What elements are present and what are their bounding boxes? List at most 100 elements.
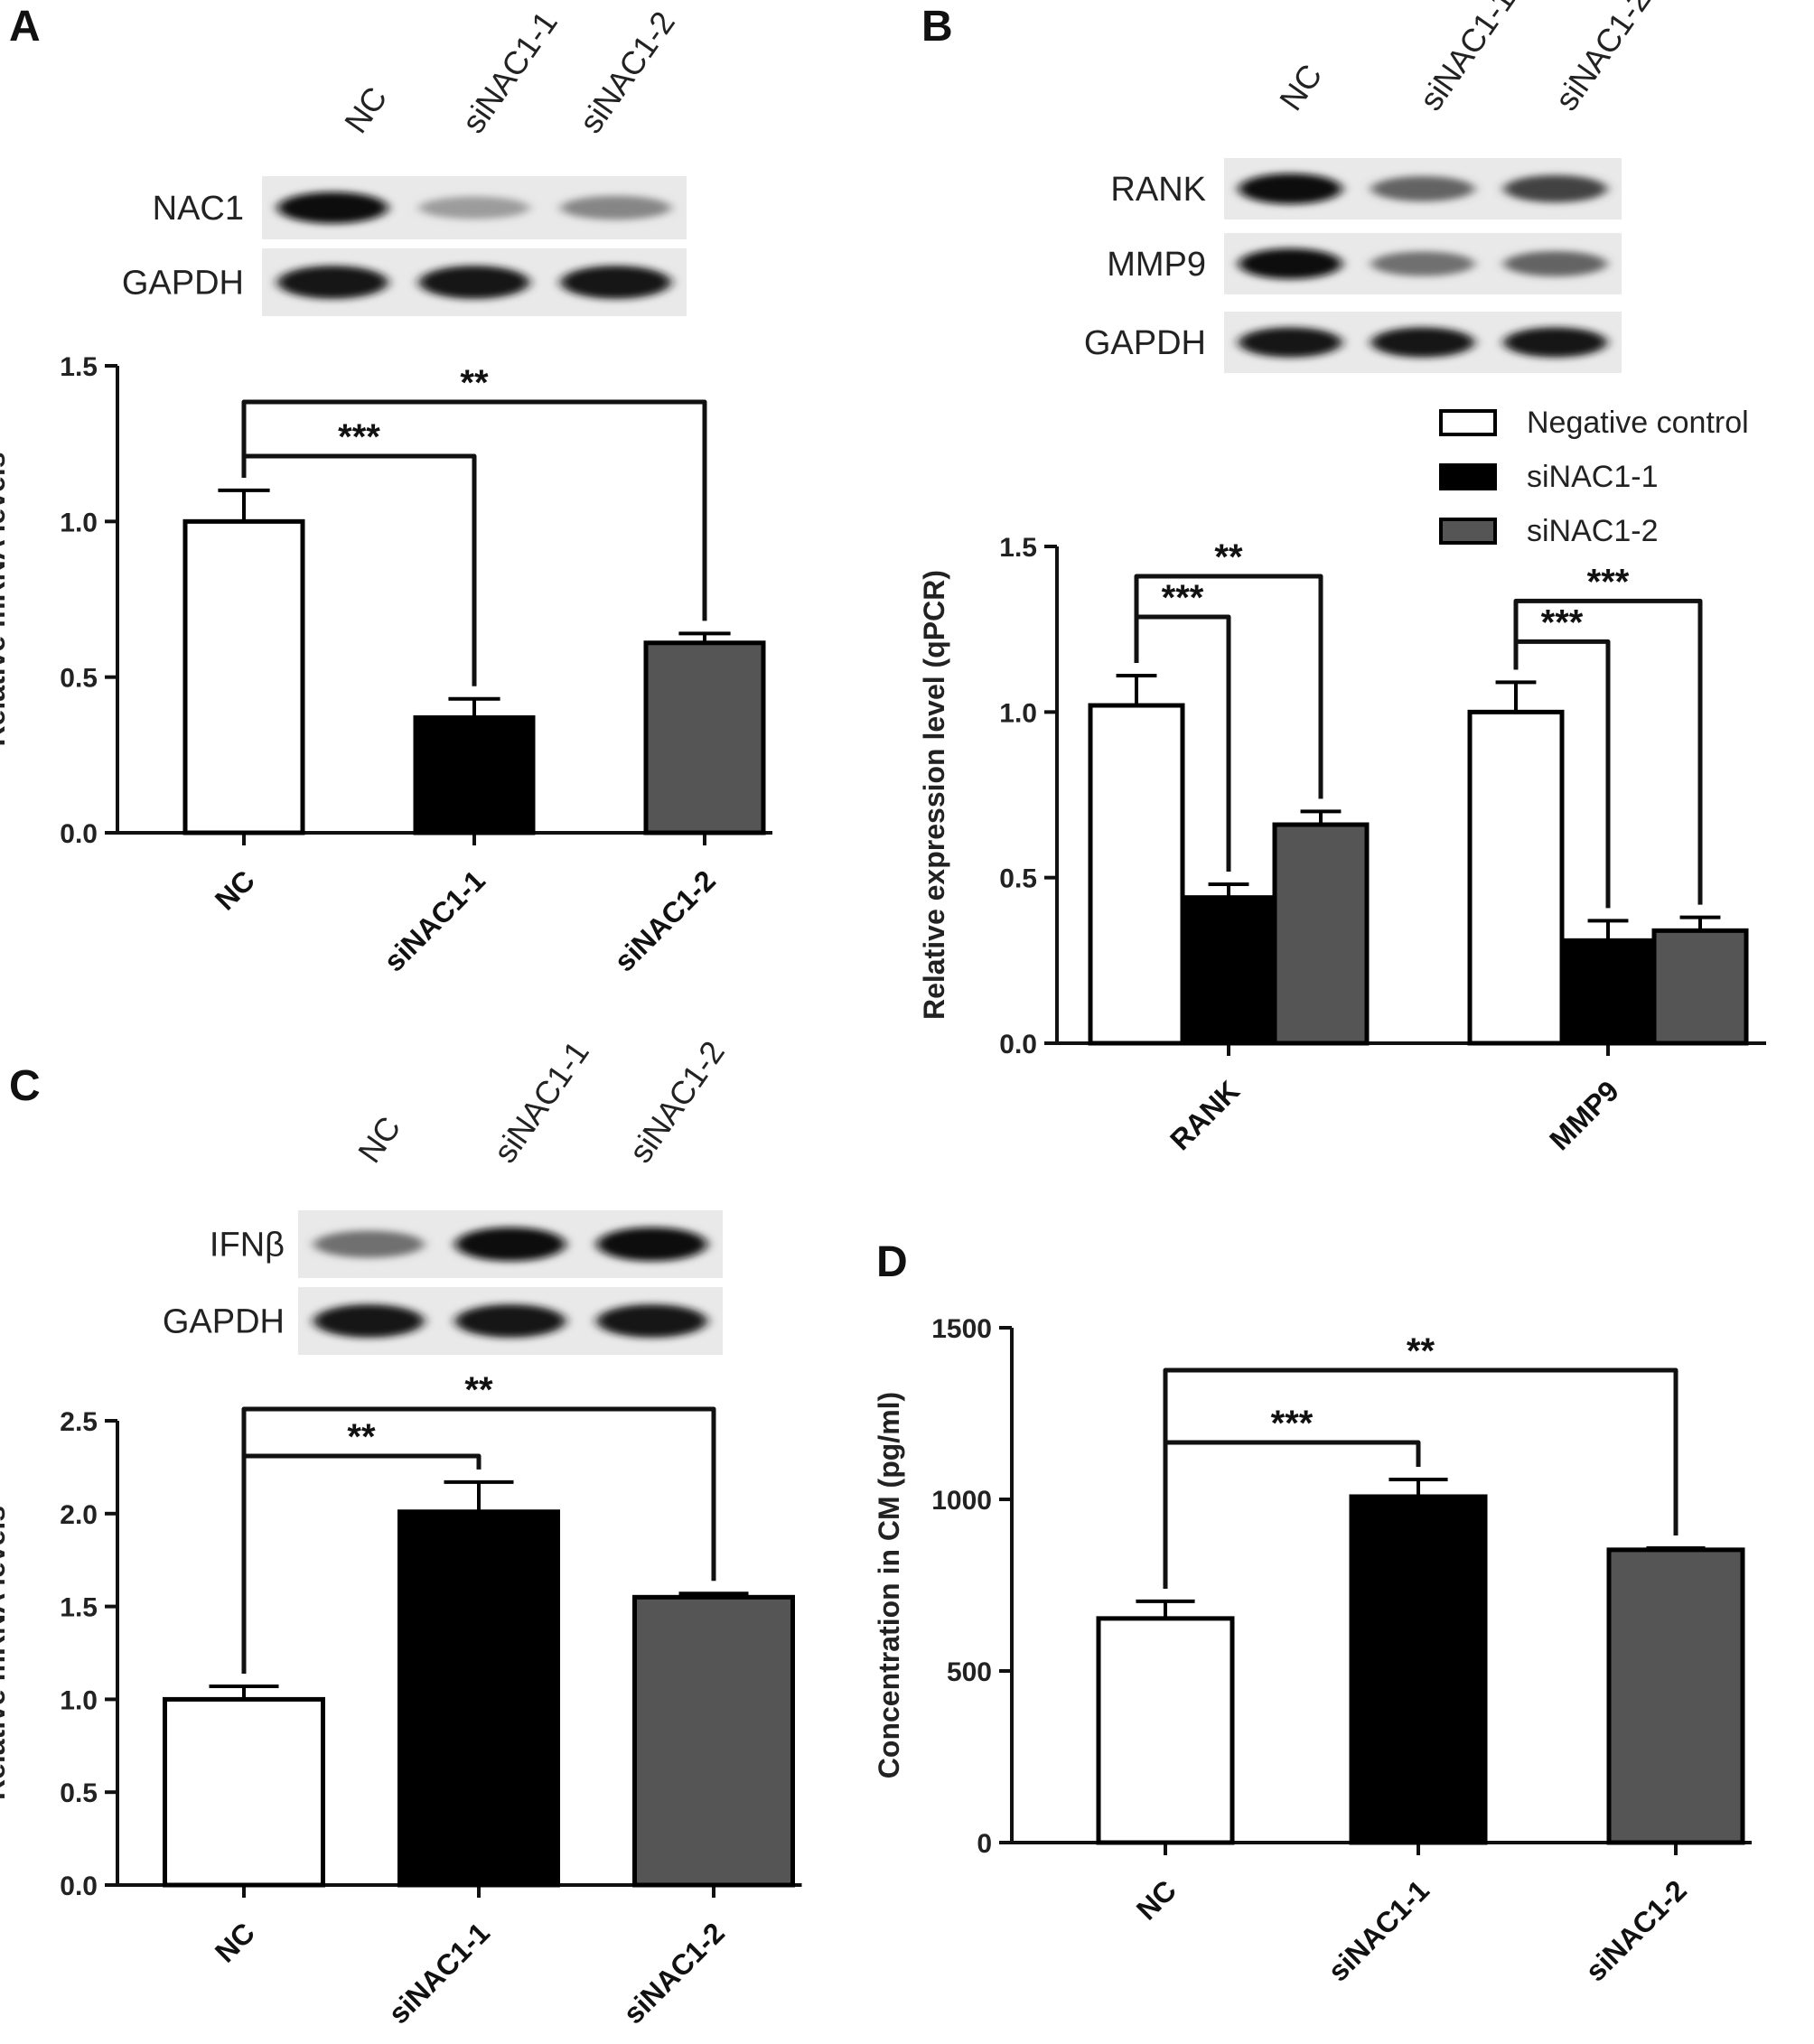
legend-swatch [1439, 409, 1497, 436]
panel-letter-C: C [9, 1062, 41, 1110]
blot-label-GAPDH: GAPDH [122, 265, 244, 303]
bar [643, 640, 766, 835]
blot-band [313, 1230, 425, 1258]
category-label: siNAC1-1 [378, 863, 491, 977]
blot-label-IFNb: IFNβ [210, 1227, 285, 1265]
chart-B: 0.0 0.5 1.0 1.5 Relative expression level (q… [918, 533, 1766, 1156]
bar [1180, 895, 1277, 1046]
significance-bracket [1163, 1367, 1678, 1589]
chart-A: 0.0 0.5 1.0 1.5 Relative mRNA levels NC siNAC1… [0, 352, 772, 978]
lane-label: NC [351, 1109, 407, 1169]
blot-band [1370, 251, 1475, 276]
lane-label: siNAC1-1 [1412, 0, 1522, 117]
significance-label: *** [1271, 1404, 1314, 1443]
significance-bracket [1513, 598, 1703, 905]
chart-C: 0.0 0.5 1.0 1.5 2.0 2.5 Relative mRNA levels NC… [0, 1370, 802, 2030]
significance-label: ** [460, 363, 489, 403]
category-label: MMP9 [1543, 1074, 1625, 1156]
significance-label: ** [464, 1370, 493, 1410]
y-axis-title: Relative mRNA levels [0, 1506, 11, 1800]
panel-letter-A: A [9, 3, 41, 51]
blot-band [596, 1304, 707, 1338]
western-blot-C: NC siNAC1-1 siNAC1-2 IFNβ GAPDH [163, 1034, 732, 1355]
lane-label: siNAC1-2 [622, 1034, 732, 1170]
y-tick-label: 0.0 [60, 819, 98, 849]
y-tick-label: 0.5 [999, 864, 1037, 894]
y-tick-label: 0.5 [60, 664, 98, 694]
blot-band [1239, 327, 1342, 358]
y-tick-label: 0 [977, 1829, 992, 1859]
bar [163, 1696, 325, 1888]
bar [1349, 1494, 1488, 1845]
lane-label: NC [1272, 57, 1329, 117]
y-tick-label: 1.0 [60, 508, 98, 537]
y-tick-label: 2.0 [60, 1500, 98, 1530]
legend-label: Negative control [1527, 406, 1749, 440]
blot-band [560, 266, 671, 299]
significance-bracket [241, 1406, 716, 1675]
blot-band [313, 1304, 425, 1338]
significance-label: *** [1587, 562, 1630, 602]
y-tick-label: 0.0 [999, 1030, 1037, 1059]
western-blot-A: NC siNAC1-1 siNAC1-2 NAC1 GAPDH [122, 5, 687, 316]
y-axis-title: Relative mRNA levels [0, 452, 11, 746]
category-label: siNAC1-2 [608, 863, 722, 977]
y-tick-label: 1.5 [999, 533, 1037, 563]
lane-label: siNAC1-2 [1548, 0, 1658, 117]
category-label: siNAC1-2 [1579, 1873, 1693, 1987]
category-label: NC [209, 863, 261, 916]
bar [397, 1509, 560, 1888]
bar [1096, 1616, 1235, 1845]
y-axis-title: Concentration in CM (pg/ml) [873, 1392, 905, 1778]
blot-band [454, 1304, 566, 1338]
y-tick-label: 1000 [931, 1486, 992, 1516]
bar [1467, 709, 1565, 1046]
significance-bracket [1134, 574, 1323, 799]
blot-band [1503, 174, 1607, 203]
significance-label: *** [1162, 578, 1204, 618]
category-label: siNAC1-1 [1322, 1873, 1435, 1987]
blot-band [418, 266, 530, 299]
blot-band [560, 195, 671, 220]
blot-band [277, 266, 388, 299]
category-label: NC [1130, 1873, 1183, 1926]
bar [1559, 938, 1657, 1046]
category-label: siNAC1-1 [382, 1916, 496, 2030]
blot-band [596, 1227, 707, 1262]
lane-label: siNAC1-1 [454, 5, 565, 140]
y-tick-label: 0.5 [60, 1778, 98, 1808]
legend-swatch [1439, 463, 1497, 490]
significance-label: ** [347, 1417, 376, 1457]
blot-band [1239, 173, 1342, 204]
chart-D: 0 500 1000 1500 Concentration in CM (pg/ml) N… [873, 1314, 1752, 1988]
y-tick-label: 1.5 [60, 352, 98, 382]
bar [1651, 928, 1749, 1046]
significance-label: *** [338, 417, 380, 457]
y-tick-label: 0.0 [60, 1871, 98, 1901]
y-tick-label: 1.0 [60, 1685, 98, 1715]
y-tick-label: 1.5 [60, 1593, 98, 1623]
panel-letter-D: D [876, 1238, 908, 1286]
significance-label: ** [1407, 1331, 1435, 1371]
blot-label-RANK: RANK [1110, 171, 1206, 209]
significance-label: *** [1541, 602, 1584, 642]
significance-label: ** [1214, 537, 1243, 577]
blot-band [454, 1227, 566, 1262]
lane-label: NC [337, 79, 394, 139]
y-tick-label: 1.0 [999, 698, 1037, 728]
bar [1606, 1547, 1745, 1845]
blot-band [1239, 248, 1342, 279]
panel-letter-B: B [921, 3, 953, 51]
lane-label: siNAC1-2 [572, 5, 682, 140]
category-label: NC [209, 1916, 261, 1968]
bar [413, 714, 536, 835]
legend: Negative control siNAC1-1 siNAC1-2 [1439, 406, 1749, 548]
y-tick-label: 1500 [931, 1314, 992, 1344]
legend-swatch [1439, 518, 1497, 545]
blot-band [1370, 175, 1475, 202]
blot-band [1503, 327, 1607, 358]
western-blot-B: NC siNAC1-1 siNAC1-2 RANK MMP9 GAPDH [1084, 0, 1658, 373]
category-label: siNAC1-2 [617, 1916, 731, 2030]
bar [1272, 822, 1370, 1046]
